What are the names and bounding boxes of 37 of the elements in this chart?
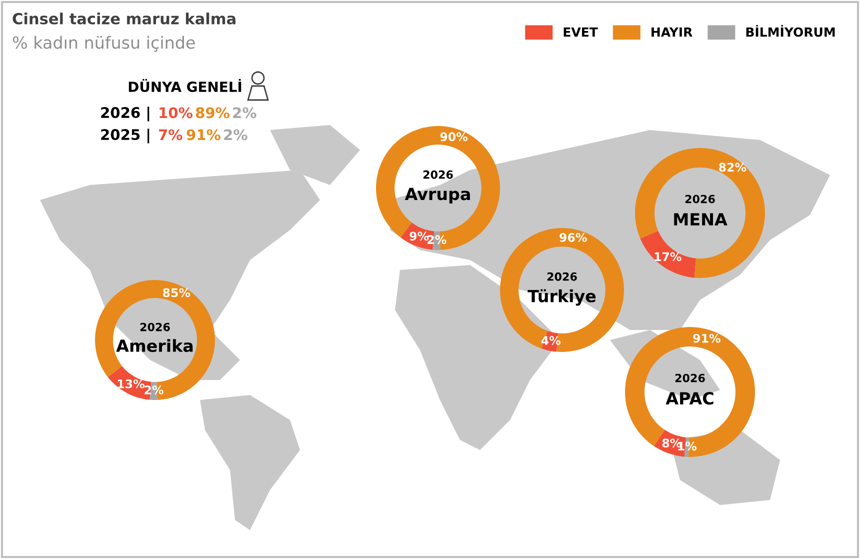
category-label: 2026 | — [101, 106, 150, 122]
data-label: 2% — [224, 129, 248, 140]
text: 2026 — [140, 322, 170, 332]
text: MENA — [674, 213, 728, 226]
data-label: 82% — [718, 162, 746, 172]
legend-label: EVET — [564, 27, 598, 37]
data-label: 9% — [410, 232, 429, 241]
donut-slice — [625, 327, 755, 457]
data-label: 4% — [541, 336, 561, 345]
legend-label: HAYIR — [652, 27, 692, 37]
data-label: 8% — [662, 438, 682, 448]
data-label: 89% — [196, 107, 230, 118]
category-label: 2025 | — [101, 128, 150, 144]
data-label: 10% — [160, 107, 192, 118]
data-label: 96% — [560, 232, 587, 242]
data-label: 91% — [186, 129, 220, 140]
text: DÜNYA GENELİ — [128, 78, 242, 92]
text: 2026 — [423, 170, 453, 179]
donut-slice — [95, 280, 215, 400]
text: 2026 — [685, 194, 715, 204]
legend-label: BİLMİYORUM — [746, 25, 835, 37]
text: 2026 — [547, 272, 577, 281]
data-label: 7% — [158, 129, 182, 140]
donut-slice — [376, 126, 500, 250]
text: 2026 — [675, 374, 705, 382]
data-label: 85% — [162, 288, 190, 298]
data-label: 13% — [118, 379, 144, 388]
data-label: 17% — [654, 252, 682, 262]
data-label: 91% — [693, 334, 720, 343]
text: Türkiye — [528, 289, 596, 306]
text: Avrupa — [404, 188, 470, 204]
text: % kadın nüfusu içinde — [12, 36, 195, 52]
text: Amerika — [116, 339, 193, 352]
data-label: 90% — [440, 132, 468, 142]
text: Cinsel tacize maruz kalma — [12, 12, 236, 24]
text: APAC — [666, 392, 714, 405]
data-label: 2% — [233, 107, 256, 118]
